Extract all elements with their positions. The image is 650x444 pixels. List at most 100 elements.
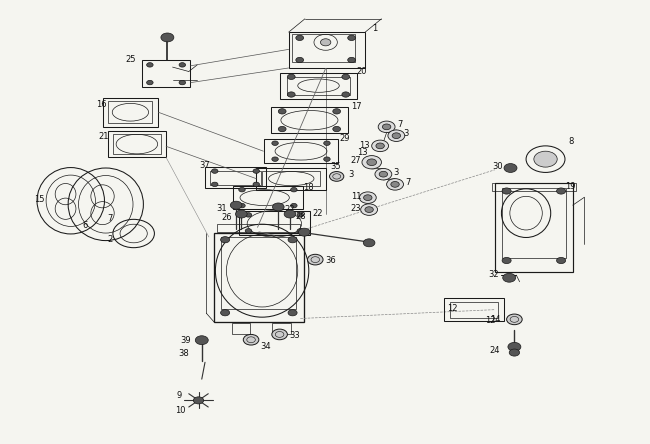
Circle shape	[556, 188, 566, 194]
Circle shape	[220, 237, 229, 243]
Bar	[205, 167, 266, 188]
Bar	[292, 34, 356, 62]
Text: 7: 7	[107, 214, 112, 223]
Circle shape	[195, 336, 208, 345]
Circle shape	[388, 130, 405, 142]
Text: 6: 6	[83, 221, 88, 230]
Circle shape	[230, 201, 242, 209]
Bar	[445, 298, 504, 321]
Bar	[495, 183, 573, 272]
Circle shape	[342, 74, 350, 79]
Bar	[271, 107, 348, 133]
Circle shape	[391, 182, 399, 187]
Text: 21: 21	[98, 131, 109, 141]
Text: 39: 39	[180, 336, 191, 345]
Circle shape	[287, 92, 295, 97]
Text: 20: 20	[356, 67, 367, 76]
Circle shape	[359, 192, 376, 203]
Text: 28: 28	[295, 212, 306, 221]
Circle shape	[253, 169, 259, 173]
Circle shape	[291, 203, 297, 208]
Text: 25: 25	[125, 55, 136, 63]
Circle shape	[379, 171, 387, 177]
Circle shape	[298, 228, 310, 236]
Circle shape	[387, 178, 404, 190]
Circle shape	[245, 229, 252, 233]
Circle shape	[211, 169, 218, 173]
Bar	[256, 167, 326, 190]
Circle shape	[253, 182, 259, 186]
Bar	[210, 170, 261, 185]
Circle shape	[320, 39, 331, 46]
Circle shape	[392, 133, 400, 139]
Text: 3: 3	[404, 129, 409, 138]
Text: 8: 8	[568, 137, 573, 146]
Bar	[103, 98, 158, 127]
Circle shape	[272, 203, 284, 211]
Circle shape	[362, 155, 382, 169]
Circle shape	[502, 258, 511, 264]
Circle shape	[245, 213, 252, 217]
Circle shape	[502, 188, 511, 194]
Text: 3: 3	[348, 170, 354, 178]
Text: 32: 32	[488, 270, 499, 279]
Text: 33: 33	[289, 331, 300, 340]
Circle shape	[179, 63, 185, 67]
Circle shape	[272, 329, 287, 340]
Circle shape	[288, 237, 297, 243]
Circle shape	[296, 57, 304, 63]
Circle shape	[376, 143, 384, 149]
Circle shape	[330, 171, 344, 181]
Circle shape	[235, 210, 247, 218]
Circle shape	[509, 349, 519, 356]
Text: 18: 18	[303, 183, 313, 192]
Text: 36: 36	[326, 256, 336, 265]
Bar	[262, 171, 320, 186]
Circle shape	[211, 182, 218, 186]
Circle shape	[239, 203, 245, 208]
Text: 1: 1	[372, 24, 377, 33]
Text: 26: 26	[222, 213, 232, 222]
Circle shape	[378, 121, 395, 133]
Circle shape	[147, 80, 153, 85]
Circle shape	[324, 157, 330, 161]
Text: 16: 16	[96, 100, 107, 109]
Circle shape	[193, 397, 203, 404]
Circle shape	[291, 187, 297, 192]
Circle shape	[272, 157, 278, 161]
Bar	[217, 224, 300, 232]
Text: 2: 2	[107, 235, 112, 244]
Text: 13: 13	[358, 147, 368, 157]
Bar	[502, 188, 566, 258]
Bar	[272, 323, 291, 334]
Circle shape	[296, 35, 304, 40]
Circle shape	[278, 127, 286, 132]
Bar	[280, 73, 357, 99]
Circle shape	[161, 33, 174, 42]
Text: 14: 14	[489, 315, 500, 324]
Circle shape	[278, 109, 286, 114]
Circle shape	[297, 213, 304, 217]
Circle shape	[367, 159, 376, 166]
Bar	[287, 77, 350, 95]
Circle shape	[288, 309, 297, 316]
Bar	[108, 131, 166, 157]
Text: 23: 23	[351, 204, 361, 213]
Text: 34: 34	[260, 342, 270, 351]
Text: 10: 10	[175, 406, 186, 415]
Circle shape	[363, 195, 372, 201]
Bar	[142, 60, 190, 87]
Circle shape	[324, 141, 330, 146]
Circle shape	[534, 151, 557, 167]
Circle shape	[287, 74, 295, 79]
Circle shape	[220, 309, 229, 316]
Text: 31: 31	[216, 204, 228, 213]
Circle shape	[179, 80, 185, 85]
Text: 12: 12	[447, 304, 458, 313]
Text: 37: 37	[200, 161, 211, 170]
Circle shape	[284, 210, 296, 218]
Bar	[109, 101, 153, 123]
Text: 15: 15	[34, 195, 45, 204]
Text: 27: 27	[351, 156, 361, 166]
Text: 12: 12	[485, 316, 496, 325]
